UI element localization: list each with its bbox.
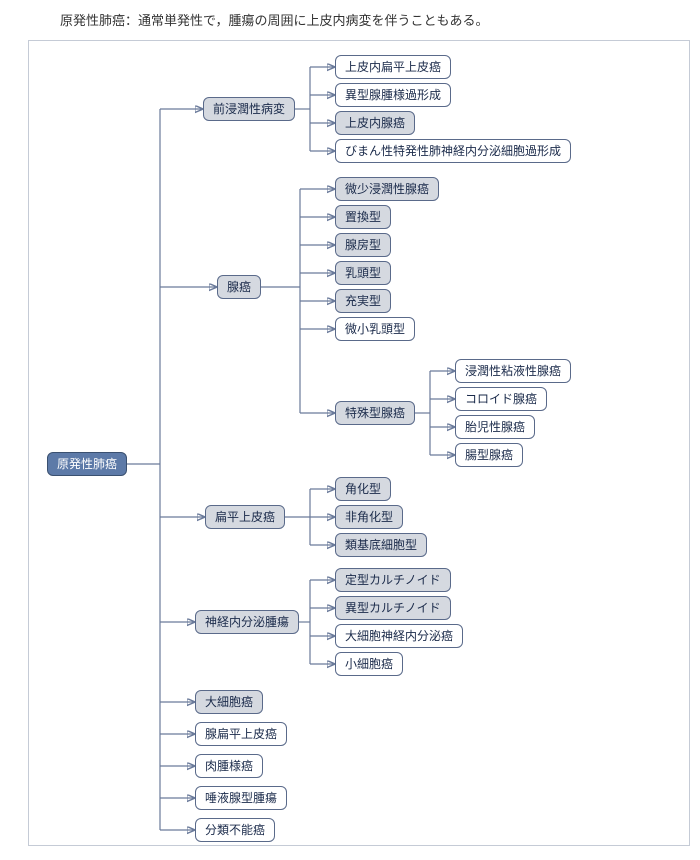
node-a7: 特殊型腺癌 xyxy=(335,401,415,425)
node-a1: 微少浸潤性腺癌 xyxy=(335,177,439,201)
node-p3: 上皮内腺癌 xyxy=(335,111,415,135)
node-uncl: 分類不能癌 xyxy=(195,818,275,842)
node-p4: びまん性特発性肺神経内分泌細胞過形成 xyxy=(335,139,571,163)
node-preinv: 前浸潤性病変 xyxy=(203,97,295,121)
node-root: 原発性肺癌 xyxy=(47,452,127,476)
node-lcc: 大細胞癌 xyxy=(195,690,263,714)
node-a6: 微小乳頭型 xyxy=(335,317,415,341)
node-asc: 腺扁平上皮癌 xyxy=(195,722,287,746)
node-s1: 浸潤性粘液性腺癌 xyxy=(455,359,571,383)
node-adeno: 腺癌 xyxy=(217,275,261,299)
node-ne: 神経内分泌腫瘍 xyxy=(195,610,299,634)
node-a3: 腺房型 xyxy=(335,233,391,257)
node-s4: 腸型腺癌 xyxy=(455,443,523,467)
node-s2: コロイド腺癌 xyxy=(455,387,547,411)
node-scc: 扁平上皮癌 xyxy=(205,505,285,529)
node-sc1: 角化型 xyxy=(335,477,391,501)
node-n3: 大細胞神経内分泌癌 xyxy=(335,624,463,648)
node-n4: 小細胞癌 xyxy=(335,652,403,676)
node-s3: 胎児性腺癌 xyxy=(455,415,535,439)
node-p2: 異型腺腫様過形成 xyxy=(335,83,451,107)
node-a4: 乳頭型 xyxy=(335,261,391,285)
node-p1: 上皮内扁平上皮癌 xyxy=(335,55,451,79)
node-sal: 唾液腺型腫瘍 xyxy=(195,786,287,810)
page-title: 原発性肺癌：通常単発性で，腫瘍の周囲に上皮内病変を伴うこともある。 xyxy=(60,10,488,29)
node-n2: 異型カルチノイド xyxy=(335,596,451,620)
node-sc3: 類基底細胞型 xyxy=(335,533,427,557)
node-a2: 置換型 xyxy=(335,205,391,229)
node-sarc: 肉腫様癌 xyxy=(195,754,263,778)
node-n1: 定型カルチノイド xyxy=(335,568,451,592)
node-sc2: 非角化型 xyxy=(335,505,403,529)
node-a5: 充実型 xyxy=(335,289,391,313)
